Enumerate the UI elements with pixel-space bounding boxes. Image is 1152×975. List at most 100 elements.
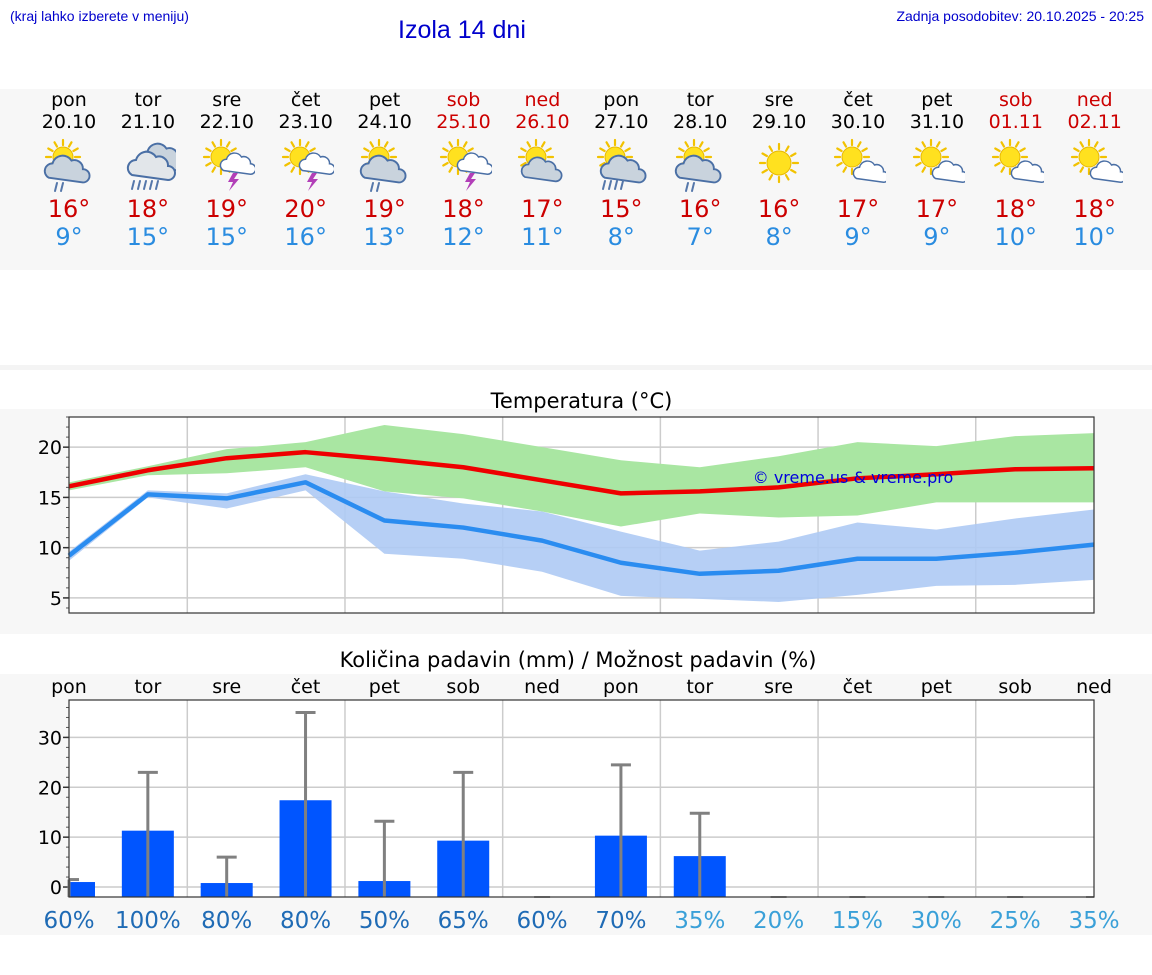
precipitation-probability-label: 35%: [674, 908, 725, 934]
day-name: sre: [764, 89, 794, 111]
sun-ray: [993, 161, 1001, 167]
precipitation-probability-label: 80%: [201, 908, 252, 934]
sun-ray: [72, 147, 79, 153]
cloud-outline: [1010, 160, 1044, 184]
rain-drop: [602, 180, 607, 190]
max-temperature: 18°: [442, 195, 485, 223]
rain-drop: [142, 180, 147, 190]
day-date: 20.10: [41, 111, 97, 133]
sun-ray: [599, 161, 607, 167]
max-temperature: 17°: [521, 195, 564, 223]
plot-frame: [68, 699, 1095, 898]
cloud-heavy-rain-icon: [126, 142, 176, 190]
sun-ray: [1079, 141, 1084, 148]
precipitation-probability-label: 35%: [1068, 908, 1119, 934]
sun-ray: [441, 147, 449, 153]
rain-drop: [691, 182, 696, 192]
sun-cloud-thunder-icon: [439, 138, 492, 191]
day-name: pet: [368, 89, 401, 111]
sun-ray: [545, 147, 553, 153]
sun-cloud-rain-icon: [675, 138, 722, 192]
min-temperature: 9°: [923, 223, 951, 251]
sun-ray: [842, 166, 848, 173]
sun-ray: [283, 147, 291, 153]
sun-ray: [53, 141, 59, 148]
day-column: sob 25.10 18° 12°: [424, 89, 504, 251]
precipitation-probability-label: 60%: [43, 908, 94, 934]
sun-disc: [920, 146, 942, 168]
precipitation-probability-label: 65%: [438, 908, 489, 934]
sun-cloud-thunder-icon: [281, 138, 334, 191]
sun-ray: [462, 141, 468, 148]
sun-ray: [308, 147, 316, 153]
x-category-label: tor: [686, 676, 713, 698]
day-date: 21.10: [120, 111, 176, 133]
sun-ray: [290, 166, 295, 173]
rain-drop: [60, 182, 64, 192]
cloud-outline: [675, 154, 722, 184]
max-temperature-range-band: [69, 425, 1094, 527]
cloud-outline: [219, 152, 255, 176]
min-temperature: 9°: [55, 223, 83, 251]
day-name: pet: [921, 89, 953, 111]
sun-ray: [47, 147, 54, 153]
day-name: pon: [603, 89, 640, 111]
sun-ray: [1000, 166, 1005, 173]
x-category-label: tor: [134, 676, 161, 698]
sun-ray: [861, 147, 868, 153]
sun-small-cloud-icon: [991, 138, 1044, 184]
max-temperature: 19°: [363, 195, 406, 223]
x-category-label: pon: [51, 676, 87, 698]
sun-ray: [768, 174, 774, 181]
cloud-shape: [852, 160, 886, 184]
day-column: čet 23.10 20° 16°: [266, 89, 346, 251]
day-date: 29.10: [751, 111, 807, 133]
x-category-label: pet: [369, 676, 400, 698]
rain-drop: [54, 182, 58, 192]
sun-ray: [624, 147, 632, 153]
day-date: 26.10: [515, 111, 570, 133]
min-temperature: 8°: [607, 223, 635, 251]
sun-ray: [211, 141, 216, 148]
rain-drop: [375, 182, 380, 192]
sun-cloud-rain-icon: [359, 138, 407, 192]
sun-ray: [211, 166, 216, 173]
x-category-label: čet: [291, 676, 321, 698]
cloud-shape: [931, 160, 965, 184]
min-temperature: 13°: [363, 223, 406, 251]
location-hint: (kraj lahko izberete v meniju): [10, 8, 189, 24]
sun-disc: [841, 146, 863, 168]
precipitation-chart: Količina padavin (mm) / Možnost padavin …: [38, 648, 1120, 934]
sun-ray: [703, 147, 711, 153]
sun-ray: [230, 147, 237, 153]
divider: [0, 365, 1152, 370]
sun-ray: [290, 141, 295, 148]
day-column: sob 01.11 18° 10°: [976, 89, 1056, 251]
sun-ray: [921, 141, 926, 148]
min-temperature: 12°: [442, 223, 485, 251]
y-tick-label: 0: [50, 877, 62, 899]
day-column: sre 29.10 16° 8°: [739, 89, 819, 251]
sun-small-cloud-icon: [1070, 138, 1123, 184]
y-tick-label: 5: [50, 588, 62, 610]
sun-ray: [447, 166, 453, 173]
rain-drop: [614, 180, 619, 190]
sun-small-cloud-icon: [912, 138, 965, 184]
x-category-label: sob: [446, 676, 480, 698]
sun-ray: [784, 174, 790, 181]
max-temperature: 18°: [1073, 195, 1116, 223]
cloud-outline: [852, 160, 886, 184]
day-name: ned: [524, 89, 561, 111]
min-temperature: 15°: [205, 223, 249, 251]
rain-drop: [369, 182, 374, 192]
x-category-label: sre: [764, 676, 793, 698]
day-column: tor 28.10 16° 7°: [660, 89, 740, 251]
sun-cloud-thunder-icon: [202, 138, 255, 191]
sun-ray: [526, 141, 532, 148]
sun-disc: [766, 150, 792, 176]
sun-cloud-thunder-icon: [281, 138, 334, 191]
day-date: 22.10: [199, 111, 254, 133]
x-category-label: ned: [524, 676, 560, 698]
sun-ray: [993, 147, 1001, 153]
sun-cloud-rain-icon: [359, 138, 407, 192]
